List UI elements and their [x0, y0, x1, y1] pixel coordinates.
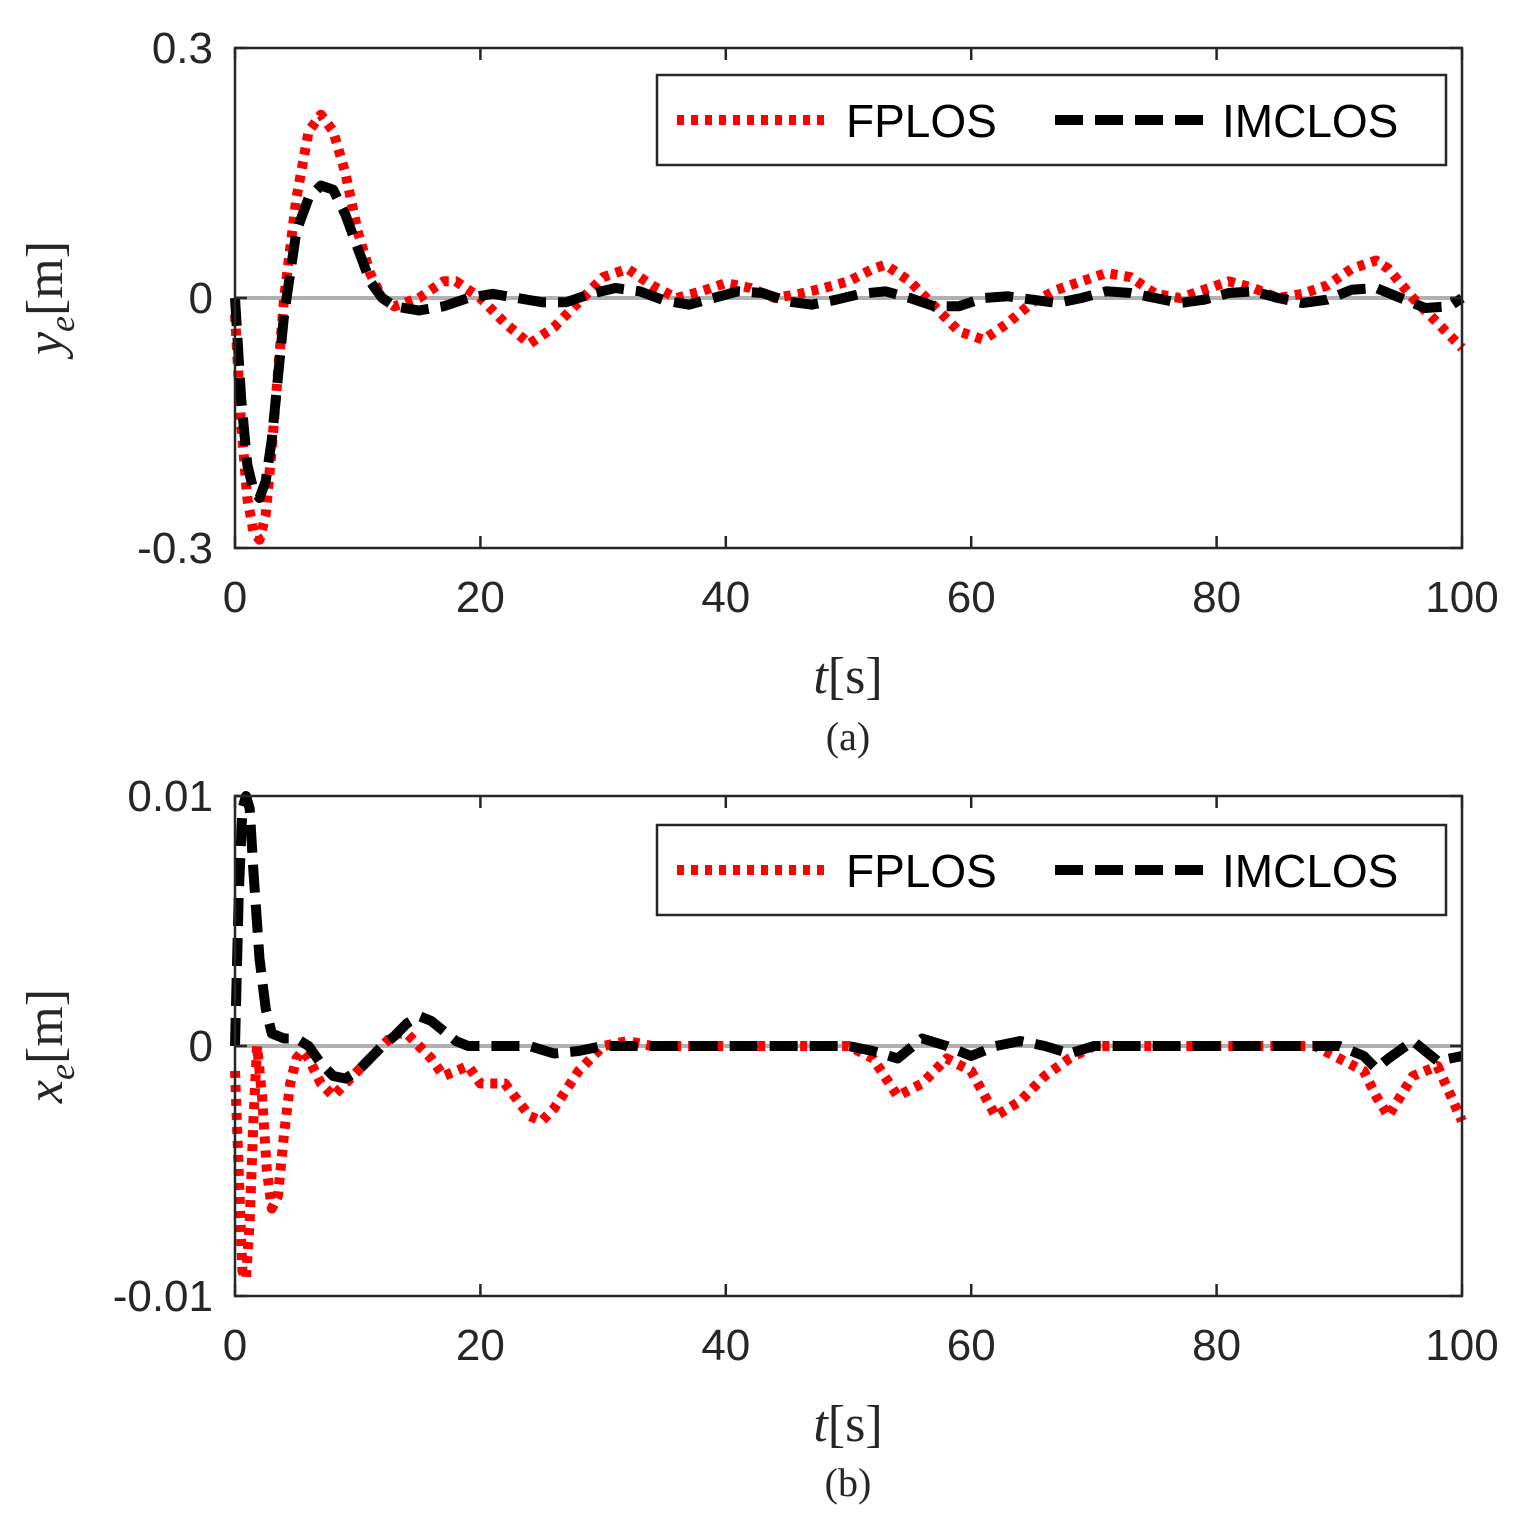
y-tick-label-b: 0.01	[127, 772, 213, 821]
legend-label-imclos-b: IMCLOS	[1222, 845, 1398, 897]
x-tick-label-b: 100	[1425, 1321, 1498, 1370]
legend-b: FPLOS IMCLOS	[655, 823, 1448, 917]
legend-label-fplos-a: FPLOS	[846, 95, 997, 147]
y-tick-label-b: 0	[189, 1022, 213, 1071]
x-axis-label-a: t[s]	[813, 648, 882, 705]
x-tick-label-a: 80	[1192, 573, 1241, 622]
x-axis-label-b: t[s]	[813, 1396, 882, 1453]
y-tick-label-a: 0	[189, 274, 213, 323]
series-line-imclos-a	[230, 180, 1465, 503]
x-tick-label-a: 0	[223, 573, 247, 622]
y-tick-label-a: 0.3	[152, 24, 213, 73]
x-tick-label-a: 40	[701, 573, 750, 622]
legend-box-b	[655, 823, 1448, 917]
x-tick-label-b: 80	[1192, 1321, 1241, 1370]
series-line-fplos-b	[230, 1028, 1467, 1284]
legend-label-imclos-a: IMCLOS	[1222, 95, 1398, 147]
x-tick-label-b: 0	[223, 1321, 247, 1370]
x-tick-label-b: 20	[456, 1321, 505, 1370]
series-line-fplos-a	[230, 109, 1466, 545]
y-tick-label-a: -0.3	[137, 524, 213, 573]
x-tick-label-b: 60	[947, 1321, 996, 1370]
x-tick-label-b: 40	[701, 1321, 750, 1370]
x-tick-label-a: 100	[1425, 573, 1498, 622]
subplot-a: 0 20 40 60 80 100-0.300.3 FPLOS IMCLOS ye[m] …	[17, 24, 1499, 759]
legend-label-fplos-b: FPLOS	[846, 845, 997, 897]
caption-a: (a)	[826, 714, 870, 759]
x-tick-label-a: 20	[456, 573, 505, 622]
y-tick-label-b: -0.01	[113, 1272, 213, 1321]
caption-b: (b)	[825, 1460, 872, 1505]
y-axis-label-a: ye[m]	[17, 241, 82, 360]
legend-box-a	[655, 73, 1448, 167]
y-axis-label-b: xe[m]	[17, 989, 82, 1104]
x-tick-label-a: 60	[947, 573, 996, 622]
legend-a: FPLOS IMCLOS	[655, 73, 1448, 167]
